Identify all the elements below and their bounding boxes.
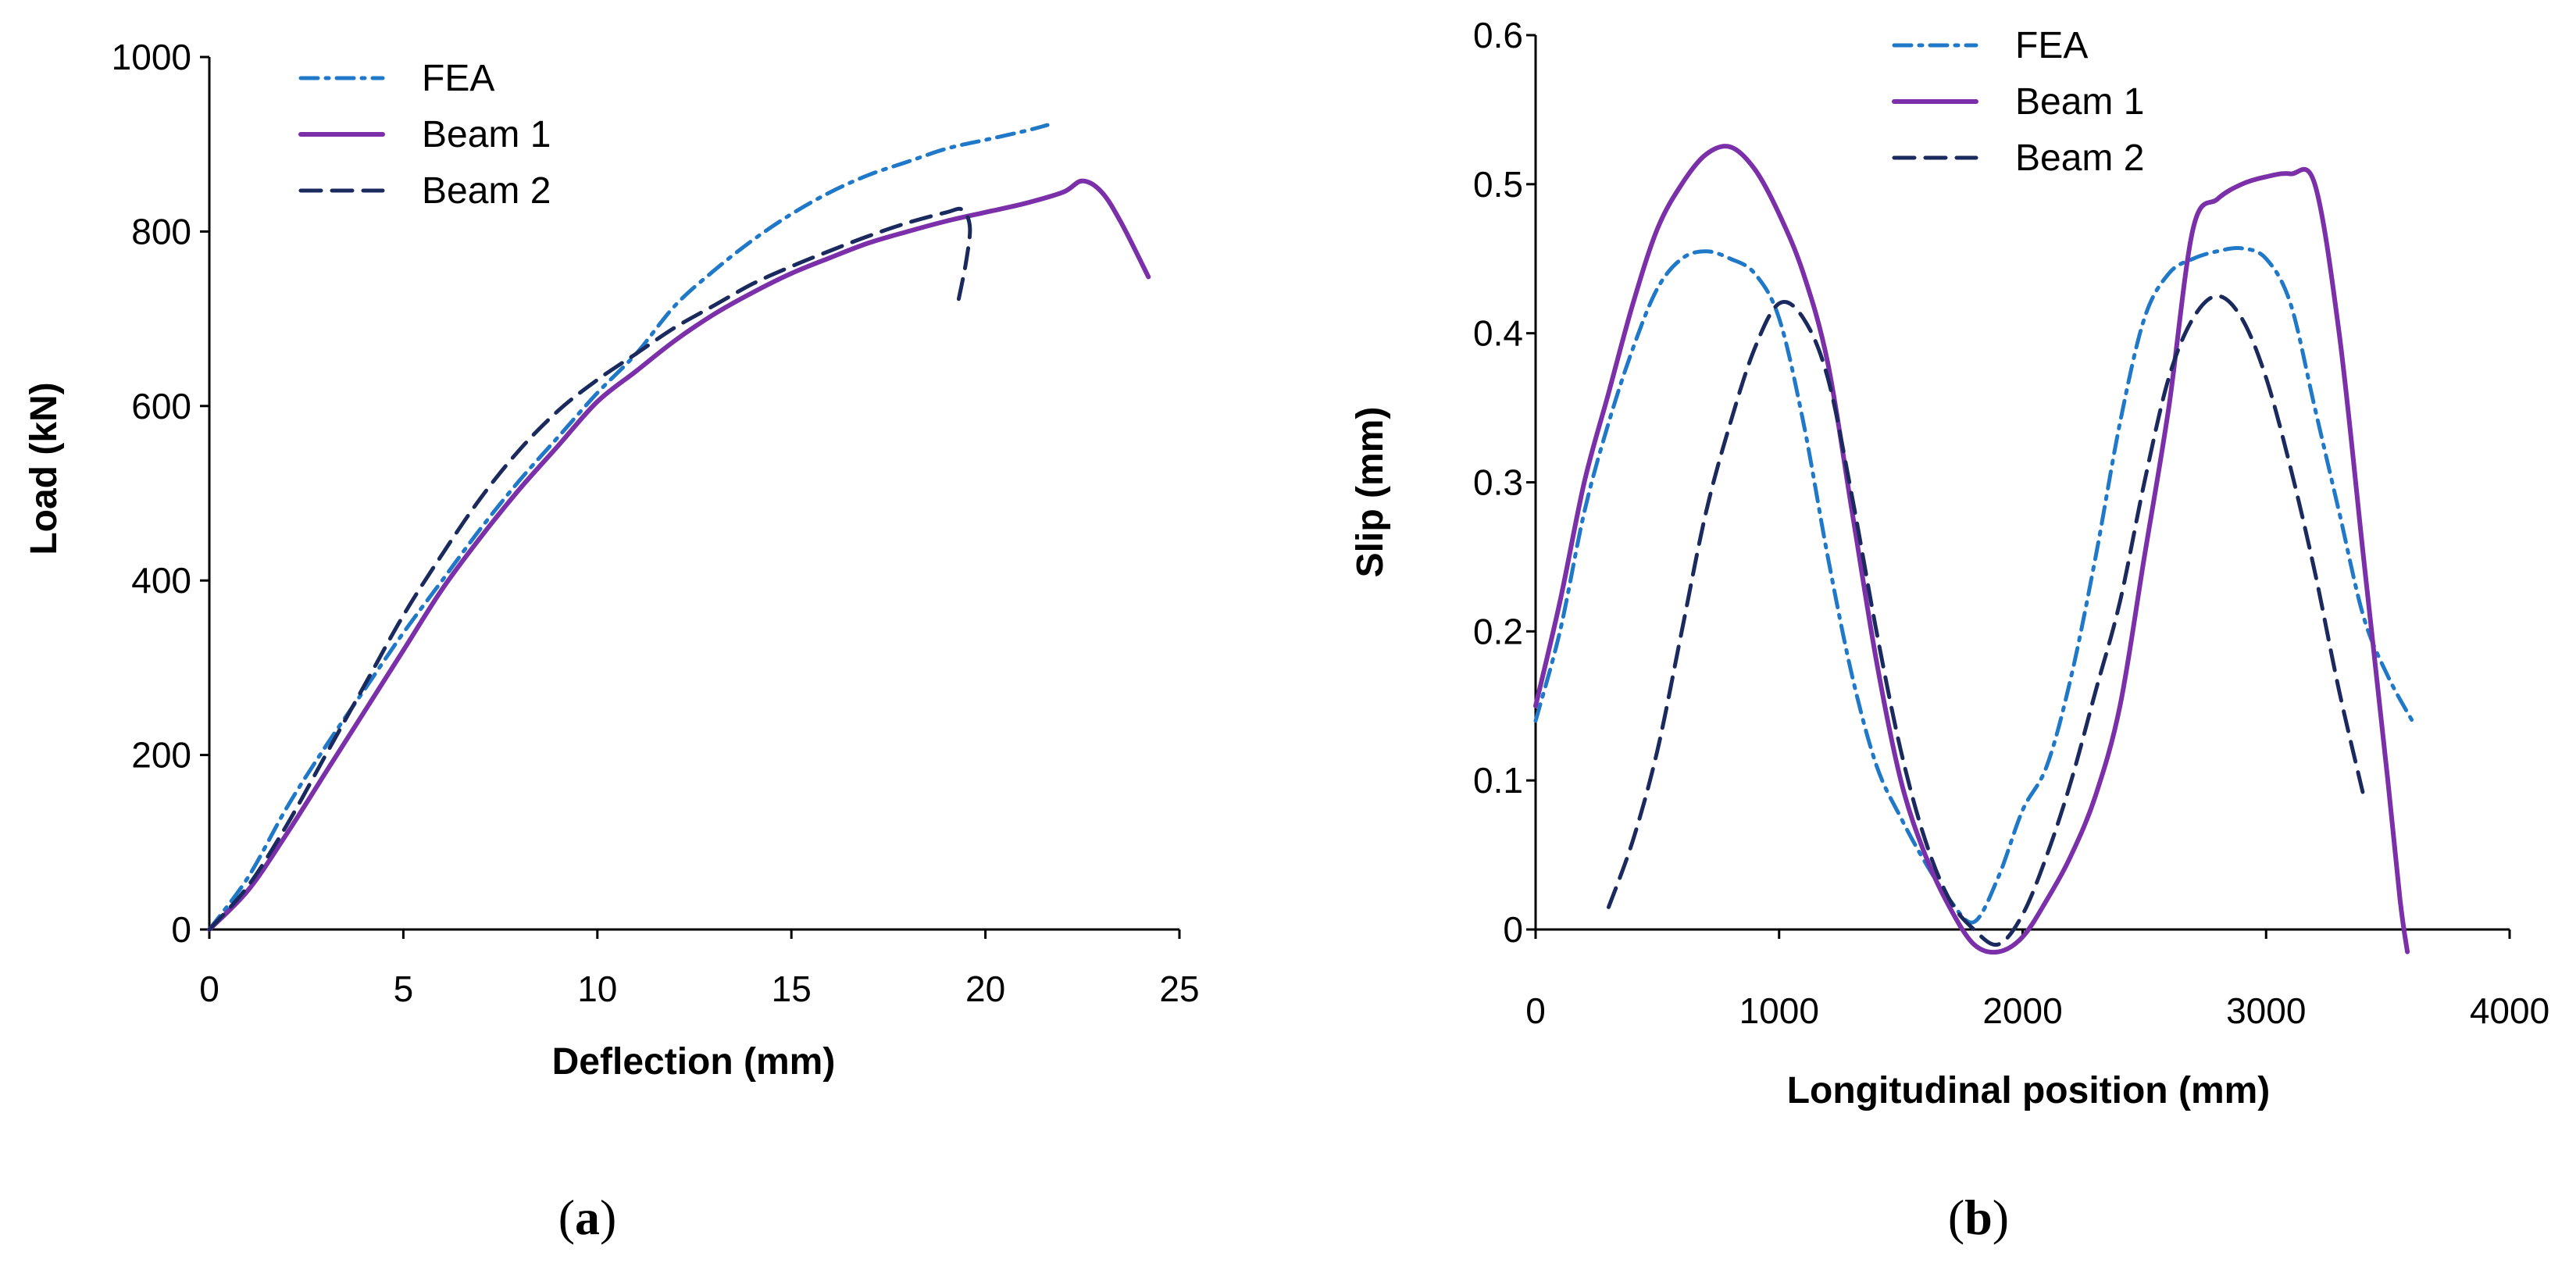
panel-b-y-tick-label: 0.5 [1473, 164, 1523, 205]
panel-a-legend-label: FEA [422, 58, 494, 99]
panel-b-y-tick-label: 0.1 [1473, 760, 1523, 801]
panel-b-x-tick-label: 2000 [1982, 990, 2062, 1031]
panel-a-y-tick-label: 800 [131, 211, 191, 252]
panel-a-x-tick-label: 25 [1159, 969, 1199, 1009]
panel-a-series-beam-2 [207, 206, 972, 932]
panel-a-ylabel: Load (kN) [23, 382, 65, 555]
panel-b-series-beam-1 [1533, 144, 2410, 955]
panel-a-legend-label: Beam 2 [422, 170, 551, 212]
panel-a-x-tick-label: 15 [772, 969, 812, 1009]
panel-a-caption: (a) [558, 1190, 617, 1245]
panel-b-xlabel: Longitudinal position (mm) [1787, 1070, 2271, 1111]
panel-a-y-tick-label: 600 [131, 386, 191, 426]
panel-a-y-tick-label: 0 [171, 909, 191, 950]
panel-b-series-fea [1533, 246, 2414, 925]
panel-a-y-tick-label: 1000 [112, 37, 191, 77]
panel-b-legend-label: Beam 1 [2015, 81, 2144, 123]
panel-b-legend-label: Beam 2 [2015, 137, 2144, 179]
panel-b-y-tick-label: 0 [1503, 909, 1523, 950]
panel-b-series-beam-2 [1607, 294, 2366, 947]
panel-a-series-beam-1 [207, 178, 1151, 932]
panel-b-y-tick-label: 0.4 [1473, 313, 1523, 354]
panel-a-x-tick-label: 20 [965, 969, 1005, 1009]
panel-a-xlabel: Deflection (mm) [552, 1041, 836, 1083]
panel-a-y-tick-label: 200 [131, 735, 191, 776]
panel-a-x-tick-label: 5 [394, 969, 414, 1009]
panel-a-series-fea [207, 123, 1050, 932]
panel-b-caption: (b) [1948, 1190, 2009, 1245]
panel-b-y-tick-label: 0.2 [1473, 611, 1523, 651]
panel-b-x-tick-label: 4000 [2470, 990, 2549, 1031]
panel-b-ylabel: Slip (mm) [1350, 407, 1391, 578]
panel-b-y-tick-label: 0.6 [1473, 15, 1523, 55]
panel-b-y-tick-label: 0.3 [1473, 462, 1523, 503]
panel-a-legend-label: Beam 1 [422, 114, 551, 155]
panel-a-chart: Load (kN) Deflection (mm) (a) 0200400600… [23, 37, 1200, 1245]
panel-b-chart: Slip (mm) Longitudinal position (mm) (b)… [1350, 15, 2549, 1245]
panel-b-legend-label: FEA [2015, 25, 2088, 66]
panel-a-y-tick-label: 400 [131, 560, 191, 601]
panel-b-x-tick-label: 0 [1525, 990, 1546, 1031]
panel-a-x-tick-label: 0 [199, 969, 219, 1009]
panel-b-x-tick-label: 1000 [1739, 990, 1819, 1031]
panel-b-x-tick-label: 3000 [2226, 990, 2306, 1031]
panel-a-x-tick-label: 10 [577, 969, 617, 1009]
